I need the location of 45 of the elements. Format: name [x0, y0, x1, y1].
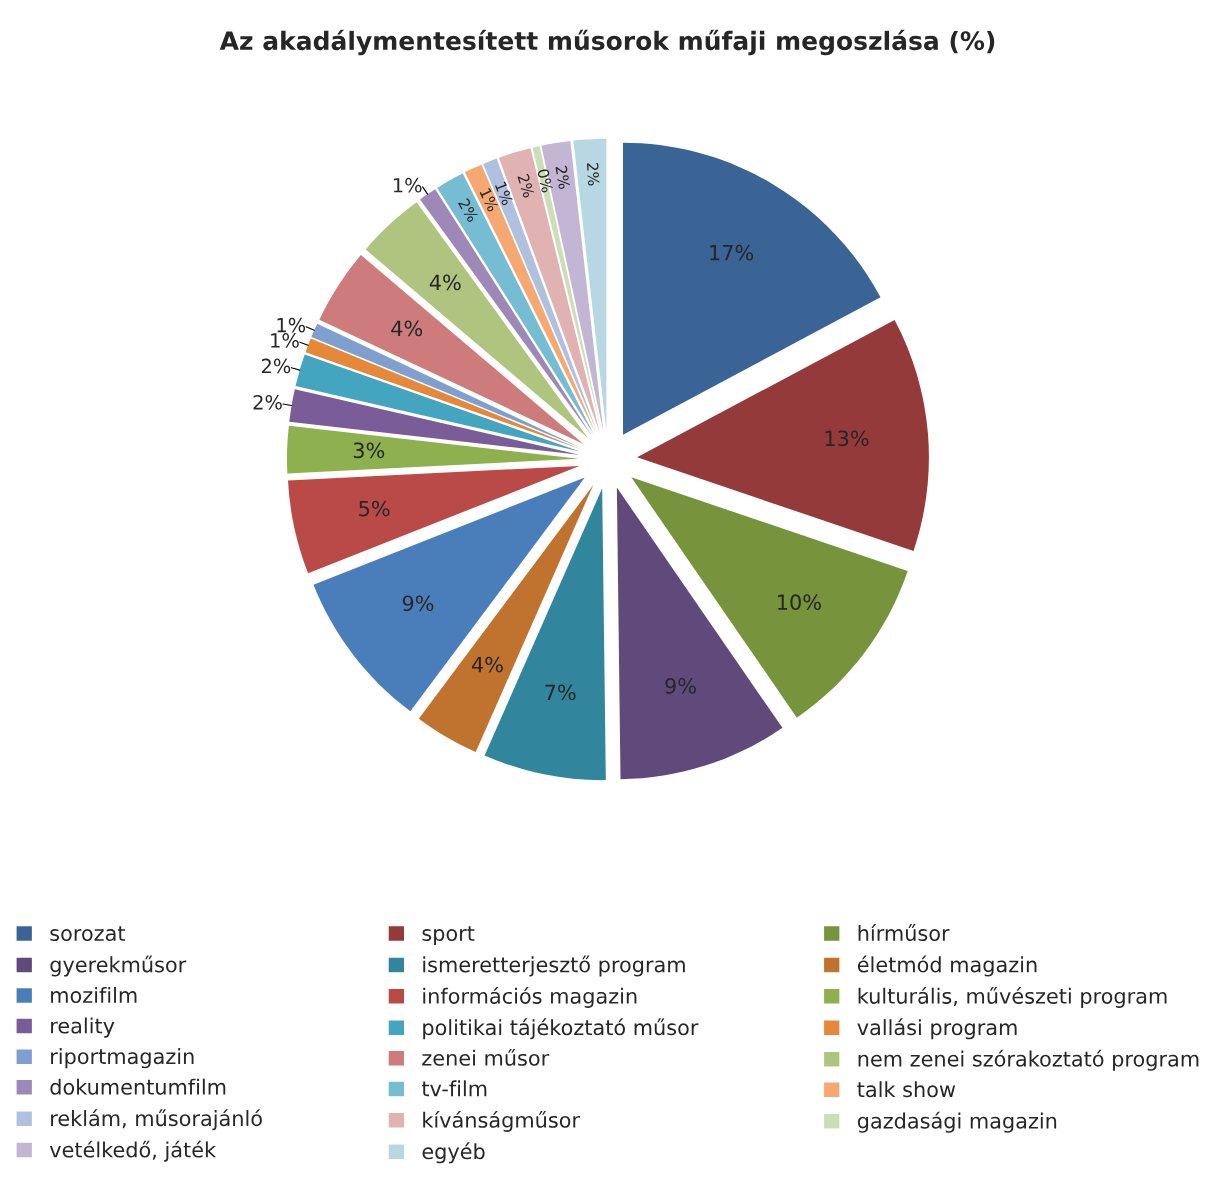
data-label: 9%	[665, 678, 696, 694]
legend-label: mozifilm	[51, 986, 137, 1004]
legend-label: zenei műsor	[422, 1048, 550, 1066]
legend-label: vetélkedő, játék	[49, 1140, 217, 1162]
legend-label: információs magazin	[423, 986, 637, 1008]
data-label: 0%	[537, 168, 554, 193]
data-label: 7%	[545, 684, 576, 701]
legend-label: ismeretterjesztő program	[423, 955, 685, 977]
data-label: 2%	[586, 162, 600, 186]
data-label: 1%	[393, 177, 422, 193]
data-label: 13%	[825, 430, 869, 447]
data-label: 2%	[457, 197, 479, 223]
legend-label: hírműsor	[858, 924, 950, 942]
data-label: 4%	[391, 320, 423, 337]
legend-label: életmód magazin	[857, 955, 1037, 977]
legend-label: nem zenei szórakoztató program	[858, 1049, 1199, 1071]
data-label: 1%	[277, 317, 306, 333]
data-label: 1%	[271, 333, 299, 348]
data-label: 4%	[471, 656, 503, 673]
data-label: 5%	[359, 500, 390, 517]
legend-label: gazdasági magazin	[857, 1111, 1057, 1133]
legend-label: tv-film	[421, 1080, 487, 1097]
legend-label: politikai tájékoztató műsor	[423, 1018, 699, 1040]
legend-label: vallási program	[857, 1018, 1017, 1040]
legend-label: sport	[422, 926, 475, 946]
chart-title: Az akadálymentesített műsorok műfaji megoszlása (%)	[219, 29, 995, 56]
legend-label: talk show	[857, 1081, 956, 1098]
legend-label: reklám, műsorajánló	[51, 1109, 262, 1131]
legend-label: dokumentumfilm	[50, 1078, 226, 1095]
data-label: 2%	[555, 165, 571, 190]
data-label: 9%	[402, 595, 434, 612]
data-label: 10%	[778, 594, 821, 611]
data-label: 2%	[261, 358, 291, 374]
legend-label: sorozat	[50, 926, 126, 942]
data-label: 3%	[353, 442, 385, 459]
legend-label: reality	[51, 1017, 115, 1038]
data-label: 4%	[429, 274, 461, 291]
legend-label: egyéb	[422, 1142, 485, 1164]
legend-label: kívánságműsor	[423, 1110, 581, 1132]
data-label: 2%	[253, 394, 282, 410]
legend-label: gyerekműsor	[50, 955, 187, 977]
legend-label: kulturális, művészeti program	[858, 986, 1167, 1008]
legend-label: riportmagazin	[51, 1048, 194, 1069]
data-label: 17%	[710, 244, 754, 261]
data-label: 2%	[517, 173, 535, 199]
